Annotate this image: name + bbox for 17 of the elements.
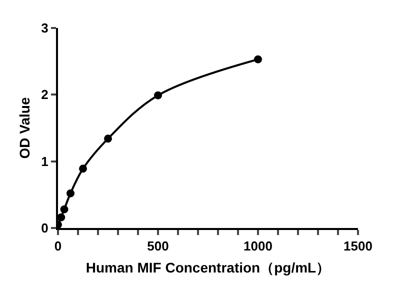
y-tick-label: 0 xyxy=(41,220,48,236)
point xyxy=(66,189,74,198)
point xyxy=(104,134,112,143)
y-tick-label: 1 xyxy=(41,154,48,169)
point xyxy=(58,213,66,222)
point xyxy=(154,91,162,100)
point xyxy=(79,164,87,173)
y-axis-title: OD Value xyxy=(16,97,32,159)
point xyxy=(60,205,68,214)
point xyxy=(254,55,262,64)
y-tick-label: 3 xyxy=(41,20,48,36)
x-tick-label: 1500 xyxy=(344,238,372,254)
x-tick-label: 1000 xyxy=(244,238,272,254)
y-tick-label: 2 xyxy=(41,87,48,102)
x-tick-label: 0 xyxy=(54,238,62,254)
x-tick-label: 500 xyxy=(147,238,169,254)
x-axis-title: Human MIF Concentration（pg/mL） xyxy=(86,259,330,276)
